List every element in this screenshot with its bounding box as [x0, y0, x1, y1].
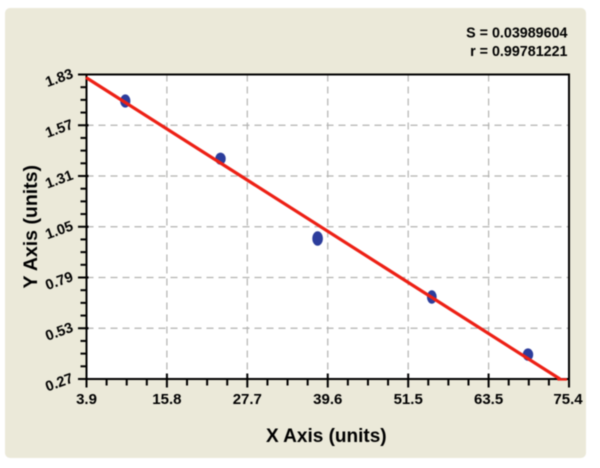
- svg-text:27.7: 27.7: [233, 391, 262, 408]
- svg-text:15.8: 15.8: [152, 391, 181, 408]
- svg-text:39.6: 39.6: [313, 391, 342, 408]
- svg-text:63.5: 63.5: [474, 391, 503, 408]
- svg-text:75.4: 75.4: [553, 391, 583, 408]
- svg-text:3.9: 3.9: [76, 391, 97, 408]
- svg-text:Y Axis (units): Y Axis (units): [20, 165, 42, 289]
- svg-text:S = 0.03989604: S = 0.03989604: [466, 25, 567, 41]
- svg-text:r = 0.99781221: r = 0.99781221: [470, 44, 567, 60]
- svg-text:X Axis (units): X Axis (units): [266, 426, 387, 447]
- svg-text:51.5: 51.5: [394, 391, 423, 408]
